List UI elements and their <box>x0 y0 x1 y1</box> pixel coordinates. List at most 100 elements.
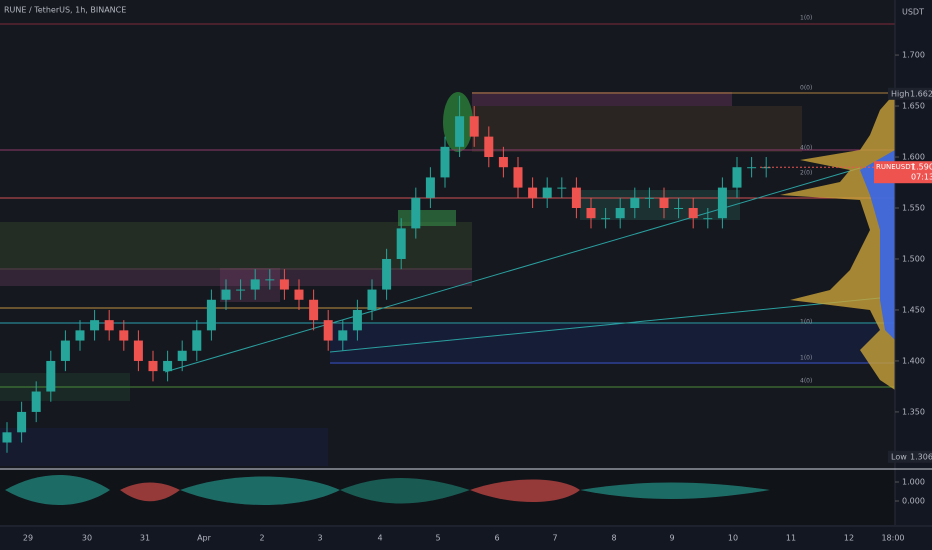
candle-body <box>309 299 319 321</box>
candle-body <box>2 432 12 443</box>
y-tick-label: 1.650 <box>902 102 925 111</box>
fib-label: 2(0) <box>800 170 812 177</box>
candle-body <box>148 360 158 372</box>
candle-body <box>192 330 202 351</box>
candle-body <box>382 258 392 290</box>
high-marker-box <box>888 87 932 100</box>
candle-body <box>615 208 625 219</box>
candle-body <box>469 116 479 137</box>
x-tick-label: 31 <box>140 534 150 543</box>
candle-body <box>644 197 654 199</box>
price-pane <box>0 0 895 468</box>
candle-body <box>571 187 581 208</box>
candle-body <box>46 360 56 392</box>
candle-body <box>279 279 289 290</box>
x-tick-label: 7 <box>552 534 557 543</box>
candle-body <box>31 391 41 412</box>
candle-body <box>17 411 27 433</box>
last-price-box <box>874 161 932 184</box>
y-tick-label: 1.350 <box>902 407 925 416</box>
zone <box>330 324 890 364</box>
last-price-value: 1.590 <box>911 163 932 172</box>
volume-profile <box>780 93 895 390</box>
candle-body <box>119 330 129 341</box>
candle-body <box>528 187 538 198</box>
candle-body <box>163 360 173 372</box>
candle-body <box>411 197 421 229</box>
wave <box>180 476 340 505</box>
high-value: 1.662 <box>910 89 932 98</box>
candle-body <box>557 187 567 189</box>
low-label: Low <box>891 452 907 461</box>
wave <box>470 479 580 502</box>
candle-body <box>367 289 377 310</box>
x-tick-label: 30 <box>82 534 92 543</box>
candle-body <box>60 340 70 361</box>
x-tick-label: 8 <box>611 534 616 543</box>
wave <box>580 482 770 499</box>
oscillator-tick-label: 1.000 <box>902 478 925 487</box>
fib-label: 0(0) <box>800 85 812 92</box>
zone <box>0 428 328 466</box>
candle-body <box>75 330 85 341</box>
fib-label: 4(0) <box>800 145 812 152</box>
candle-body <box>425 177 435 198</box>
x-tick-label: 5 <box>435 534 440 543</box>
candle-body <box>484 136 494 158</box>
profile <box>860 150 895 340</box>
chart-title: RUNE / TetherUS, 1h, BINANCE <box>4 6 126 15</box>
candle-body <box>294 289 304 300</box>
candle-body <box>177 350 187 361</box>
candle-body <box>104 320 114 331</box>
zone <box>472 92 732 106</box>
x-tick-label: 4 <box>377 534 382 543</box>
y-tick-label: 1.450 <box>902 305 925 314</box>
candle-body <box>674 208 684 209</box>
wave <box>340 478 470 504</box>
zone <box>398 210 456 226</box>
candle-body <box>133 340 143 361</box>
y-tick-label: 1.500 <box>902 254 925 263</box>
y-tick-label: 1.550 <box>902 204 925 213</box>
candle-body <box>206 299 216 331</box>
x-tick-label: Apr <box>197 534 212 543</box>
oscillator <box>5 475 770 505</box>
candle-body <box>630 197 640 208</box>
candle-body <box>732 167 742 188</box>
oscillator-tick-label: 0.000 <box>902 497 925 506</box>
fib-label: 4(0) <box>800 378 812 385</box>
wave <box>120 482 180 502</box>
countdown: 07:13 <box>911 173 932 182</box>
currency-label: USDT <box>902 8 924 17</box>
y-tick-label: 1.600 <box>902 153 925 162</box>
x-tick-label: 2 <box>259 534 264 543</box>
x-tick-label: 12 <box>844 534 854 543</box>
candle-body <box>352 309 362 331</box>
candle-body <box>659 197 669 208</box>
zone <box>0 268 472 286</box>
candle-body <box>338 330 348 341</box>
candle-body <box>440 146 450 178</box>
candle-body <box>586 208 596 219</box>
low-value: 1.306 <box>910 452 932 461</box>
wave <box>5 475 110 505</box>
fib-label: 1(0) <box>800 15 812 22</box>
candle-body <box>250 279 260 290</box>
candle-body <box>542 187 552 198</box>
candle-body <box>455 116 465 147</box>
candle-body <box>323 320 333 341</box>
fib-label: 1(0) <box>800 355 812 362</box>
trend-line <box>329 297 881 353</box>
x-tick-label: 6 <box>494 534 499 543</box>
candle-body <box>601 218 611 220</box>
zone <box>0 222 472 270</box>
candle-body <box>717 187 727 219</box>
y-tick-label: 1.700 <box>902 51 925 60</box>
fib-label: 1(0) <box>800 319 812 326</box>
candle-body <box>221 289 231 300</box>
low-marker-box <box>888 450 932 463</box>
y-tick-label: 1.400 <box>902 356 925 365</box>
x-tick-label: 11 <box>786 534 796 543</box>
symbol-label: RUNEUSDT <box>876 163 916 171</box>
